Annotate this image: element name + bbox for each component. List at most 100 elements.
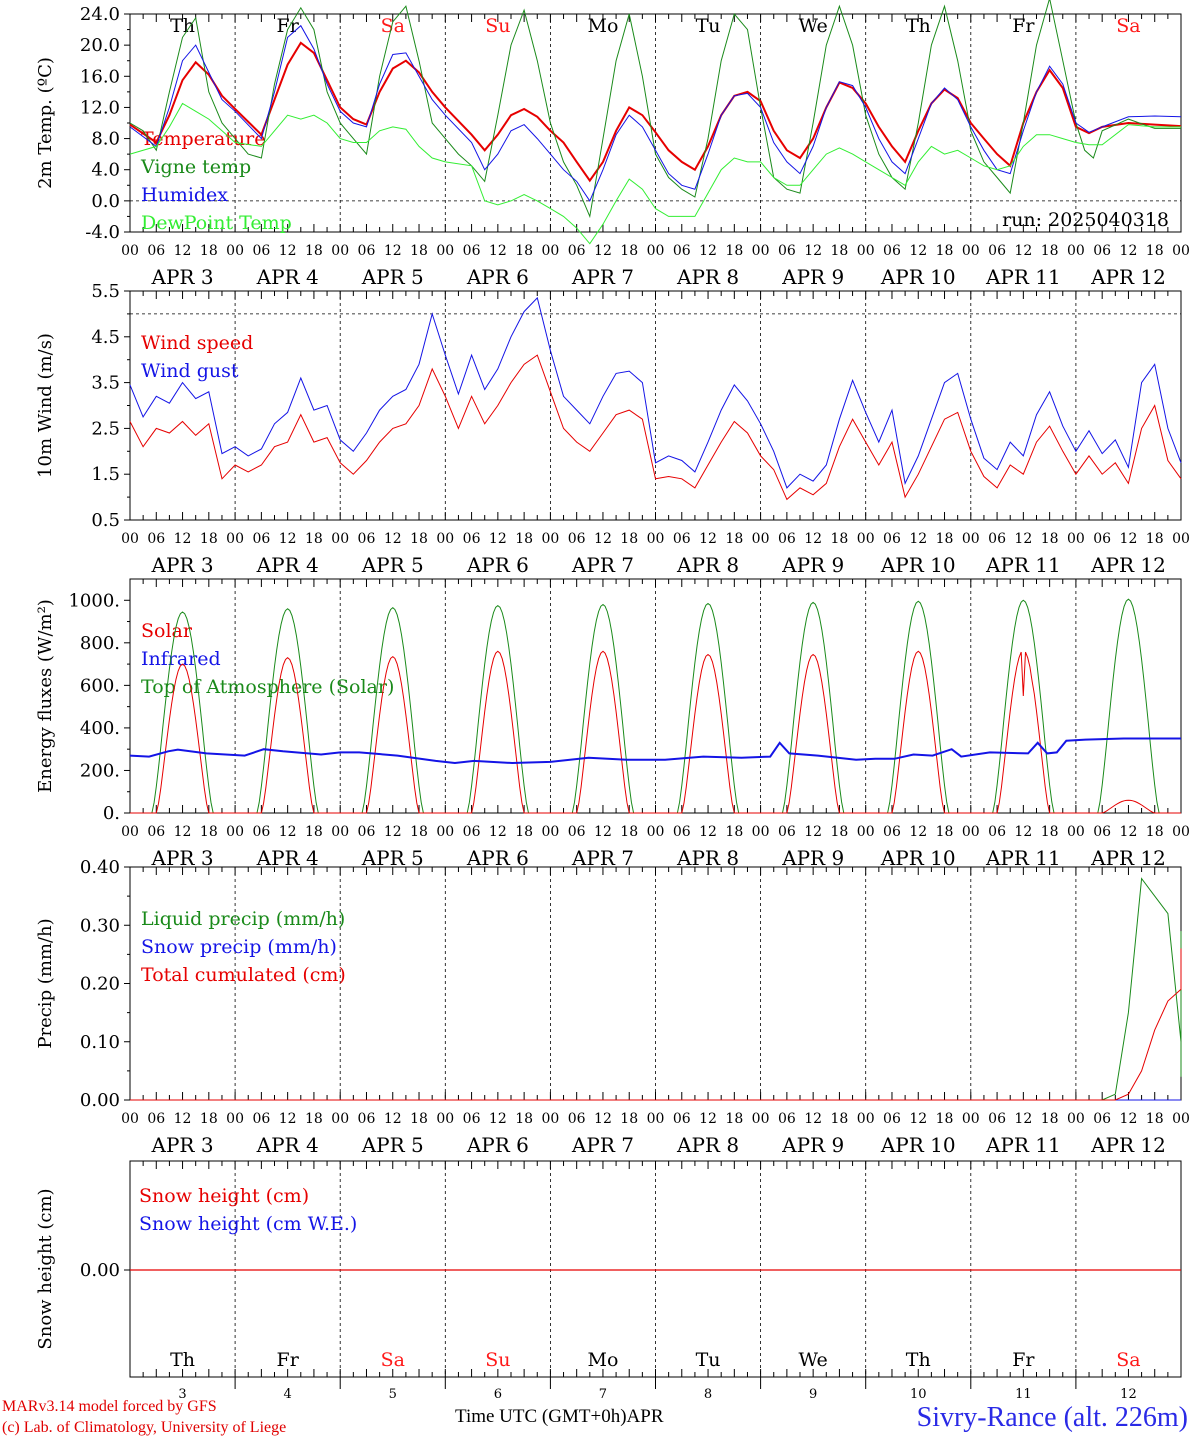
weekday-label: Sa xyxy=(1116,1349,1140,1371)
date-label: APR 12 xyxy=(1090,265,1166,289)
date-label: APR 7 xyxy=(571,846,634,870)
hour-label: 18 xyxy=(620,243,638,259)
hour-label: 12 xyxy=(489,824,507,840)
hour-label: 18 xyxy=(200,531,218,547)
hour-label: 06 xyxy=(778,1111,796,1127)
date-label: APR 7 xyxy=(571,1133,634,1157)
hour-label: 18 xyxy=(831,531,849,547)
legend-entry: Wind speed xyxy=(141,332,253,354)
y-tick-label: 1000. xyxy=(68,590,120,611)
legend-entry: Liquid precip (mm/h) xyxy=(141,908,345,930)
date-label: APR 11 xyxy=(985,265,1061,289)
legend-entry: Temperature xyxy=(141,128,265,150)
date-label: APR 9 xyxy=(781,265,844,289)
hour-label: 18 xyxy=(410,243,428,259)
hour-label: 00 xyxy=(121,531,139,547)
hour-label: 18 xyxy=(1041,531,1059,547)
series-total-cumulated-cm-line xyxy=(130,948,1182,1101)
date-label: APR 8 xyxy=(676,1133,739,1157)
hour-label: 18 xyxy=(831,824,849,840)
hour-label: 06 xyxy=(778,531,796,547)
hour-label: 06 xyxy=(463,243,481,259)
y-tick-label: 200. xyxy=(80,760,120,781)
hour-label: 06 xyxy=(568,531,586,547)
hour-label: 18 xyxy=(410,531,428,547)
y-tick-label: 0.30 xyxy=(80,915,120,936)
hour-label: 06 xyxy=(463,1111,481,1127)
hour-label: 12 xyxy=(804,824,822,840)
hour-label: 12 xyxy=(279,243,297,259)
hour-label: 18 xyxy=(200,1111,218,1127)
date-label: APR 6 xyxy=(466,265,529,289)
date-label: APR 3 xyxy=(151,846,214,870)
weekday-label: Fr xyxy=(1012,15,1035,37)
hour-label: 12 xyxy=(699,1111,717,1127)
day-number-label: 10 xyxy=(910,1387,927,1402)
hour-label: 06 xyxy=(463,824,481,840)
y-tick-label: 0.00 xyxy=(80,1090,120,1111)
y-tick-label: 24.0 xyxy=(80,4,120,25)
series-infrared-line xyxy=(129,737,1181,765)
date-label: APR 7 xyxy=(571,553,634,577)
date-label: APR 8 xyxy=(676,265,739,289)
hour-label: 00 xyxy=(1067,1111,1085,1127)
hour-label: 00 xyxy=(121,1111,139,1127)
hour-label: 06 xyxy=(988,531,1006,547)
hour-label: 12 xyxy=(594,243,612,259)
series-wind-gustline xyxy=(129,296,1182,489)
legend-entry: Snow height (cm) xyxy=(139,1185,309,1207)
hour-label: 18 xyxy=(1041,1111,1059,1127)
hour-label: 06 xyxy=(568,243,586,259)
weekday-label: Fr xyxy=(277,15,300,37)
date-label: APR 6 xyxy=(466,846,529,870)
hour-label: 12 xyxy=(279,531,297,547)
date-label: APR 3 xyxy=(151,265,214,289)
panel-wind: 5.5 4.5 3.5 2.5 1.5 0.5 10m Wind (m/s) 00 06 12 18… xyxy=(35,281,1190,577)
hour-label: 06 xyxy=(1093,1111,1111,1127)
y-axis-label: 10m Wind (m/s) xyxy=(35,333,56,478)
y-tick-label: -4.0 xyxy=(85,222,120,243)
hour-label: 12 xyxy=(804,1111,822,1127)
date-label: APR 9 xyxy=(781,553,844,577)
y-tick-label: 1.5 xyxy=(91,464,120,485)
hour-label: 12 xyxy=(174,824,192,840)
date-label: APR 4 xyxy=(256,553,319,577)
series-dewpoint-templine xyxy=(129,102,1181,245)
hour-label: 00 xyxy=(436,824,454,840)
hour-label: 06 xyxy=(883,243,901,259)
hour-label: 00 xyxy=(857,243,875,259)
hour-label: 06 xyxy=(883,1111,901,1127)
hour-label: 18 xyxy=(831,1111,849,1127)
date-label: APR 5 xyxy=(361,846,424,870)
legend-entry: Wind gust xyxy=(141,360,239,382)
hour-label: 00 xyxy=(331,243,349,259)
date-label: APR 9 xyxy=(781,846,844,870)
legend-entry: Infrared xyxy=(141,648,221,670)
hour-label: 06 xyxy=(252,824,270,840)
panel-temp: 24.0 20.0 16.0 12.0 8.0 4.0 0.0 -4.0 2m Temp. (º… xyxy=(35,4,1190,289)
hour-label: 00 xyxy=(1172,824,1190,840)
hour-label: 12 xyxy=(174,243,192,259)
credit-line-model: MARv3.14 model forced by GFS xyxy=(2,1398,217,1415)
hour-label: 00 xyxy=(752,531,770,547)
legend-entry: Vigne temp xyxy=(140,156,251,178)
hour-label: 12 xyxy=(1120,531,1138,547)
date-label: APR 10 xyxy=(880,1133,956,1157)
date-label: APR 12 xyxy=(1090,846,1166,870)
y-tick-label: 0. xyxy=(103,803,120,824)
hour-label: 18 xyxy=(1146,243,1164,259)
hour-label: 00 xyxy=(962,531,980,547)
hour-label: 00 xyxy=(1067,243,1085,259)
credit-line-lab: (c) Lab. of Climatology, University of L… xyxy=(2,1419,287,1436)
hour-label: 18 xyxy=(936,531,954,547)
hour-label: 00 xyxy=(226,1111,244,1127)
hour-label: 18 xyxy=(515,824,533,840)
hour-label: 12 xyxy=(384,243,402,259)
hour-label: 06 xyxy=(358,531,376,547)
hour-label: 00 xyxy=(226,243,244,259)
panel-precip: 0.40 0.30 0.20 0.10 0.00 Precip (mm/h) 00 06 12 1… xyxy=(35,857,1190,1157)
y-tick-label: 400. xyxy=(80,718,120,739)
hour-label: 00 xyxy=(752,824,770,840)
hour-label: 18 xyxy=(200,824,218,840)
x-axis-label: Time UTC (GMT+0h)APR xyxy=(455,1406,664,1428)
